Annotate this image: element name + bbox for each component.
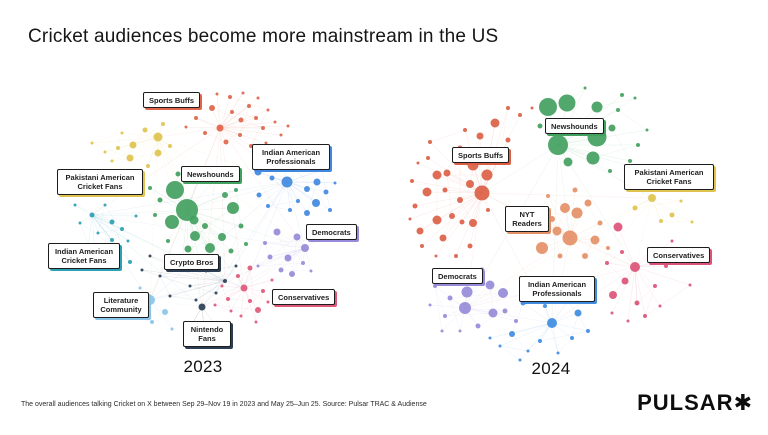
- cluster-label-conservatives-2023: Conservatives: [272, 289, 336, 306]
- pulsar-logo-text: PULSAR: [637, 390, 734, 415]
- cluster-label-crypto-bros-2023: Crypto Bros: [164, 254, 220, 271]
- cluster-label-conservatives-2024: Conservatives: [647, 247, 711, 264]
- page-title: Cricket audiences become more mainstream…: [28, 26, 499, 47]
- cluster-label-indian-american-professionals-2023: Indian American Professionals: [252, 144, 330, 170]
- pulsar-logo: PULSAR✱: [637, 390, 753, 416]
- source-note: The overall audiences talking Cricket on…: [21, 401, 427, 408]
- cluster-label-indian-american-cricket-fans-2023: Indian American Cricket Fans: [48, 243, 120, 269]
- cluster-label-nintendo-fans-2023: Nintendo Fans: [183, 321, 231, 347]
- cluster-label-indian-american-professionals-2024: Indian American Professionals: [519, 276, 595, 302]
- cluster-label-democrats-2024: Democrats: [432, 268, 483, 285]
- pulsar-asterisk-icon: ✱: [733, 391, 753, 416]
- cluster-label-newshounds-2024: Newshounds: [545, 118, 604, 135]
- year-label-2024: 2024: [531, 359, 571, 378]
- cluster-label-newshounds-2023: Newshounds: [181, 166, 240, 183]
- cluster-label-sports-buffs-2024: Sports Buffs: [452, 147, 509, 164]
- cluster-label-literature-community-2023: Literature Community: [93, 292, 149, 318]
- cluster-label-nyt-readers-2024: NYT Readers: [505, 206, 549, 232]
- cluster-label-pakistani-american-cricket-fans-2023: Pakistani American Cricket Fans: [57, 169, 143, 195]
- year-label-2023: 2023: [183, 357, 223, 376]
- cluster-label-democrats-2023: Democrats: [306, 224, 357, 241]
- cluster-label-sports-buffs-2023: Sports Buffs: [143, 92, 200, 109]
- cluster-label-pakistani-american-cricket-fans-2024: Pakistani American Cricket Fans: [624, 164, 714, 190]
